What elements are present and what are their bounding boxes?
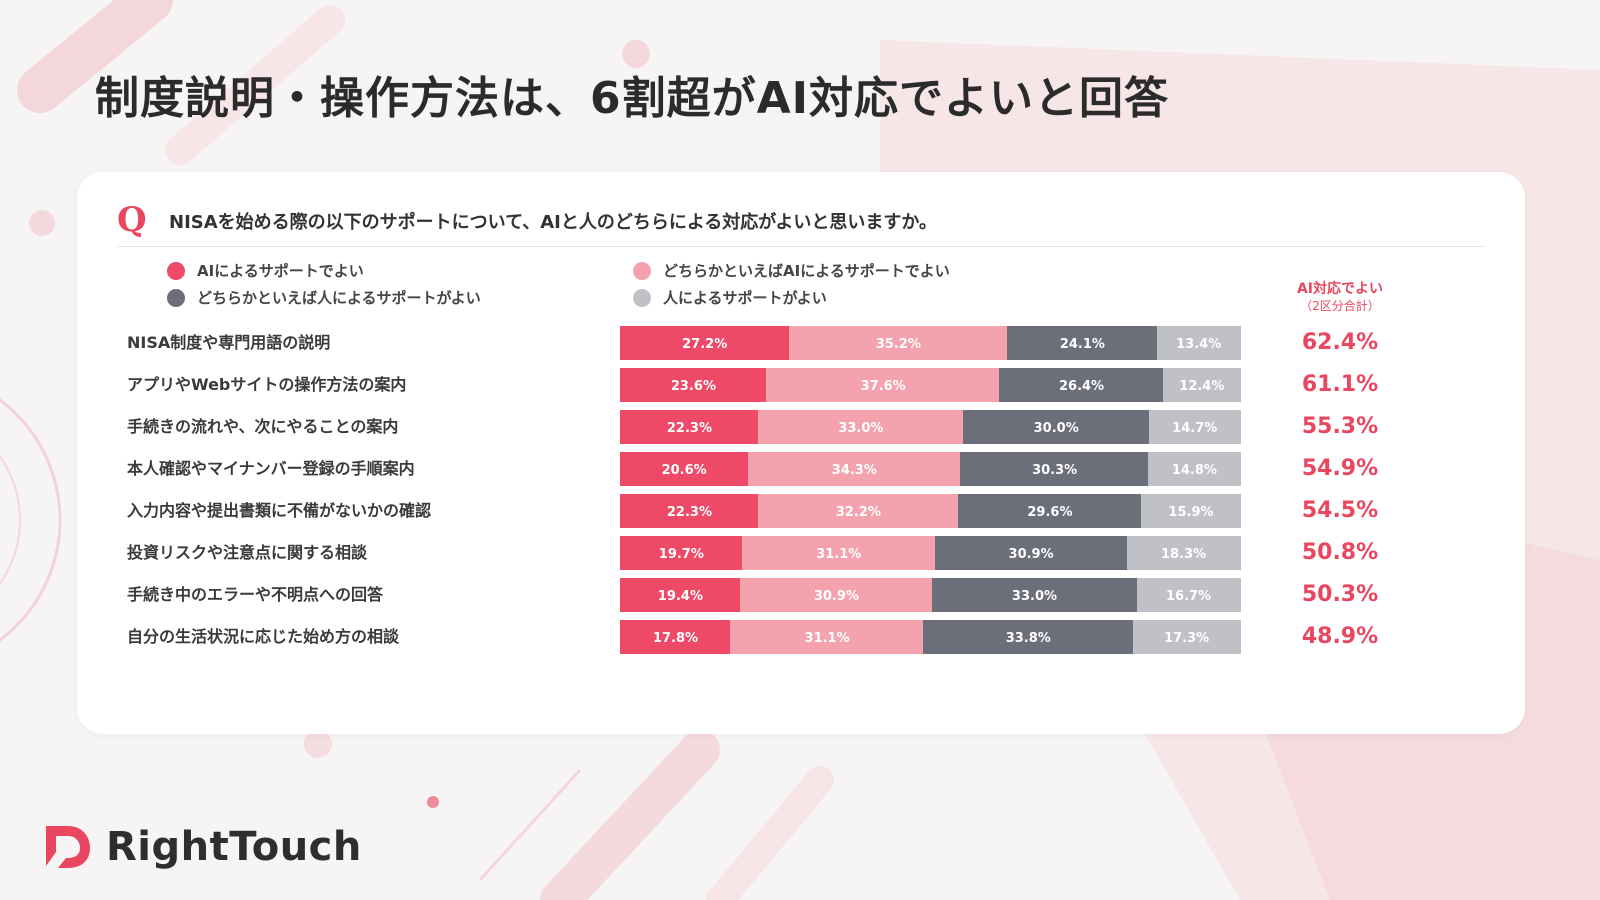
stacked-bar: 19.7% 31.1% 30.9% 18.3% <box>620 536 1241 570</box>
bar-segment: 30.9% <box>740 578 933 612</box>
summary-header: AI対応でよい （2区分合計） <box>1275 280 1405 314</box>
bar-segment: 27.2% <box>620 326 790 360</box>
bar-segment: 17.3% <box>1132 620 1241 654</box>
question-text: NISAを始める際の以下のサポートについて、AIと人のどちらによる対応がよいと思… <box>169 212 938 233</box>
category-label: 手続きの流れや、次にやることの案内 <box>127 417 399 436</box>
legend-label: どちらかといえばAIによるサポートでよい <box>663 262 950 280</box>
bar-segment: 20.6% <box>620 452 749 486</box>
chart-row: 入力内容や提出書類に不備がないかの確認 22.3% 32.2% 29.6% 15.9% 5… <box>77 494 1525 528</box>
stacked-bar: 23.6% 37.6% 26.4% 12.4% <box>620 368 1241 402</box>
summary-title: AI対応でよい <box>1296 281 1384 297</box>
bar-segment: 24.1% <box>1007 326 1158 360</box>
bar-segment: 19.7% <box>620 536 743 570</box>
category-label: アプリやWebサイトの操作方法の案内 <box>127 375 407 394</box>
ai-total-value: 62.4% <box>1301 330 1379 355</box>
bar-segment: 31.1% <box>742 536 936 570</box>
chart-card: Q NISAを始める際の以下のサポートについて、AIと人のどちらによる対応がよい… <box>77 172 1525 734</box>
chart-row: アプリやWebサイトの操作方法の案内 23.6% 37.6% 26.4% 12.4% 61… <box>77 368 1525 402</box>
stacked-bar: 22.3% 33.0% 30.0% 14.7% <box>620 410 1241 444</box>
category-label: 入力内容や提出書類に不備がないかの確認 <box>127 501 432 520</box>
legend-swatch <box>167 262 185 280</box>
bar-segment: 19.4% <box>620 578 741 612</box>
legend-label: AIによるサポートでよい <box>197 262 364 280</box>
bar-segment: 12.4% <box>1163 368 1241 402</box>
page-title: 制度説明・操作方法は、6割超がAI対応でよいと回答 <box>95 73 1170 124</box>
bar-segment: 22.3% <box>620 410 759 444</box>
bar-segment: 16.7% <box>1136 578 1241 612</box>
category-label: 投資リスクや注意点に関する相談 <box>127 543 368 562</box>
bar-segment: 35.2% <box>788 326 1008 360</box>
ai-total-value: 54.9% <box>1301 456 1379 481</box>
category-label: 手続き中のエラーや不明点への回答 <box>127 585 384 604</box>
legend-swatch <box>633 289 651 307</box>
legend-label: 人によるサポートがよい <box>663 289 827 307</box>
bar-segment: 17.8% <box>620 620 731 654</box>
ai-total-value: 61.1% <box>1301 372 1379 397</box>
category-label: NISA制度や専門用語の説明 <box>127 333 331 352</box>
legend-swatch <box>633 262 651 280</box>
question-mark: Q <box>117 200 147 240</box>
bar-segment: 26.4% <box>999 368 1164 402</box>
legend-label: どちらかといえば人によるサポートがよい <box>197 289 481 307</box>
bar-segment: 30.0% <box>962 410 1150 444</box>
legend-swatch <box>167 289 185 307</box>
bar-segment: 30.9% <box>935 536 1128 570</box>
question-divider <box>117 246 1485 247</box>
bar-segment: 33.0% <box>931 578 1138 612</box>
bar-segment: 31.1% <box>730 620 924 654</box>
bar-segment: 33.8% <box>923 620 1134 654</box>
stacked-bar: 22.3% 32.2% 29.6% 15.9% <box>620 494 1241 528</box>
stacked-bar: 19.4% 30.9% 33.0% 16.7% <box>620 578 1241 612</box>
bar-segment: 37.6% <box>766 368 1000 402</box>
bar-segment: 22.3% <box>620 494 759 528</box>
chart-row: 自分の生活状況に応じた始め方の相談 17.8% 31.1% 33.8% 17.3% 48.… <box>77 620 1525 654</box>
ai-total-value: 54.5% <box>1301 498 1379 523</box>
bar-segment: 15.9% <box>1141 494 1241 528</box>
category-label: 本人確認やマイナンバー登録の手順案内 <box>127 459 415 478</box>
bar-segment: 23.6% <box>620 368 767 402</box>
chart-row: 本人確認やマイナンバー登録の手順案内 20.6% 34.3% 30.3% 14.8% 54… <box>77 452 1525 486</box>
category-label: 自分の生活状況に応じた始め方の相談 <box>127 627 400 646</box>
ai-total-value: 55.3% <box>1301 414 1379 439</box>
bar-segment: 33.0% <box>758 410 964 444</box>
summary-subtitle: （2区分合計） <box>1300 299 1380 313</box>
bar-segment: 14.7% <box>1148 410 1241 444</box>
chart-row: 手続きの流れや、次にやることの案内 22.3% 33.0% 30.0% 14.7% 55.… <box>77 410 1525 444</box>
ai-total-value: 50.8% <box>1301 540 1379 565</box>
bar-segment: 29.6% <box>957 494 1142 528</box>
bar-segment: 18.3% <box>1126 536 1241 570</box>
bar-segment: 13.4% <box>1156 326 1241 360</box>
ai-total-value: 48.9% <box>1301 624 1379 649</box>
chart-row: NISA制度や専門用語の説明 27.2% 35.2% 24.1% 13.4% 62.4% <box>77 326 1525 360</box>
stacked-bar: 20.6% 34.3% 30.3% 14.8% <box>620 452 1241 486</box>
bar-segment: 14.8% <box>1148 452 1241 486</box>
chart-row: 手続き中のエラーや不明点への回答 19.4% 30.9% 33.0% 16.7% 50.3… <box>77 578 1525 612</box>
bar-segment: 32.2% <box>758 494 959 528</box>
stacked-bar: 27.2% 35.2% 24.1% 13.4% <box>620 326 1241 360</box>
chart-row: 投資リスクや注意点に関する相談 19.7% 31.1% 30.9% 18.3% 50.8% <box>77 536 1525 570</box>
righttouch-logo-icon <box>46 826 90 868</box>
stacked-bar: 17.8% 31.1% 33.8% 17.3% <box>620 620 1241 654</box>
bar-segment: 30.3% <box>960 452 1149 486</box>
brand-footer: RightTouch <box>42 818 362 878</box>
ai-total-value: 50.3% <box>1301 582 1379 607</box>
bar-segment: 34.3% <box>747 452 961 486</box>
brand-name: RightTouch <box>106 824 362 870</box>
